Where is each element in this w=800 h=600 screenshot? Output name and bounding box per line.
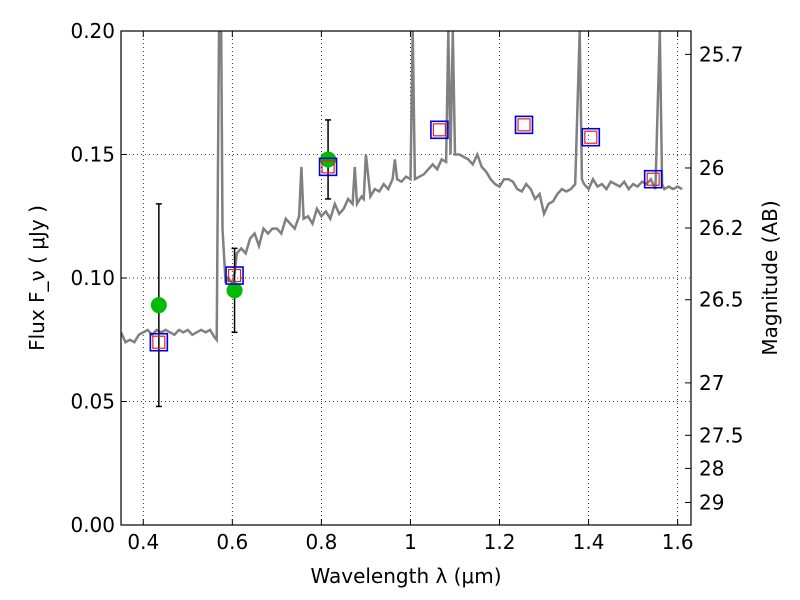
y2-axis-ticks: 25.7 26 26.2 26.5 27 27.5 28 29	[685, 42, 744, 514]
y2-axis-label: Magnitude (AB)	[758, 200, 782, 355]
y2-tick-label: 28	[699, 456, 724, 480]
y-tick-label: 0.05	[70, 390, 115, 414]
x-tick-label: 1.4	[573, 530, 605, 554]
model-spectrum-line	[121, 31, 683, 344]
x-tick-label: 0.6	[216, 530, 248, 554]
model-band-square	[514, 115, 534, 135]
x-tick-label: 1	[404, 530, 417, 554]
y2-tick-label: 27	[699, 371, 724, 395]
model-band-inner-square	[432, 123, 446, 137]
y2-tick-label: 25.7	[699, 42, 744, 66]
x-tick-label: 1.6	[662, 530, 694, 554]
y2-tick-label: 26	[699, 156, 724, 180]
y-axis-label: Flux F_ν ( μJy )	[25, 205, 49, 351]
model-band-square	[318, 157, 338, 177]
model-band-square	[643, 169, 663, 189]
observed-point	[150, 297, 167, 314]
x-tick-label: 1.2	[484, 530, 516, 554]
x-axis-ticks: 0.4 0.6 0.8 1 1.2 1.4 1.6	[127, 31, 694, 554]
observed-point	[320, 151, 337, 168]
x-axis-label: Wavelength λ (μm)	[310, 564, 501, 588]
observed-points	[150, 151, 337, 314]
observed-point	[226, 282, 243, 299]
model-band-inner-square	[152, 335, 166, 349]
y2-tick-label: 26.5	[699, 288, 744, 312]
y2-tick-label: 27.5	[699, 423, 744, 447]
y-axis-ticks: 0.00 0.05 0.10 0.15 0.20	[70, 19, 127, 537]
plot-area	[121, 31, 683, 408]
y2-tick-label: 26.2	[699, 216, 744, 240]
model-band-inner-square	[227, 268, 242, 283]
model-band-square	[225, 266, 244, 285]
y-tick-label: 0.10	[70, 266, 115, 290]
model-band-points	[149, 115, 663, 352]
model-band-inner-square	[584, 130, 598, 144]
model-band-inner-square	[646, 172, 660, 186]
x-tick-label: 0.8	[305, 530, 337, 554]
model-band-inner-square	[517, 118, 531, 132]
y-tick-label: 0.00	[70, 513, 115, 537]
y-tick-label: 0.15	[70, 143, 115, 167]
model-band-square	[149, 332, 169, 352]
x-tick-label: 0.4	[127, 530, 159, 554]
model-band-square	[581, 127, 601, 147]
y-tick-label: 0.20	[70, 19, 115, 43]
model-band-square	[430, 120, 449, 140]
y2-tick-label: 29	[699, 490, 724, 514]
model-band-inner-square	[321, 160, 335, 174]
